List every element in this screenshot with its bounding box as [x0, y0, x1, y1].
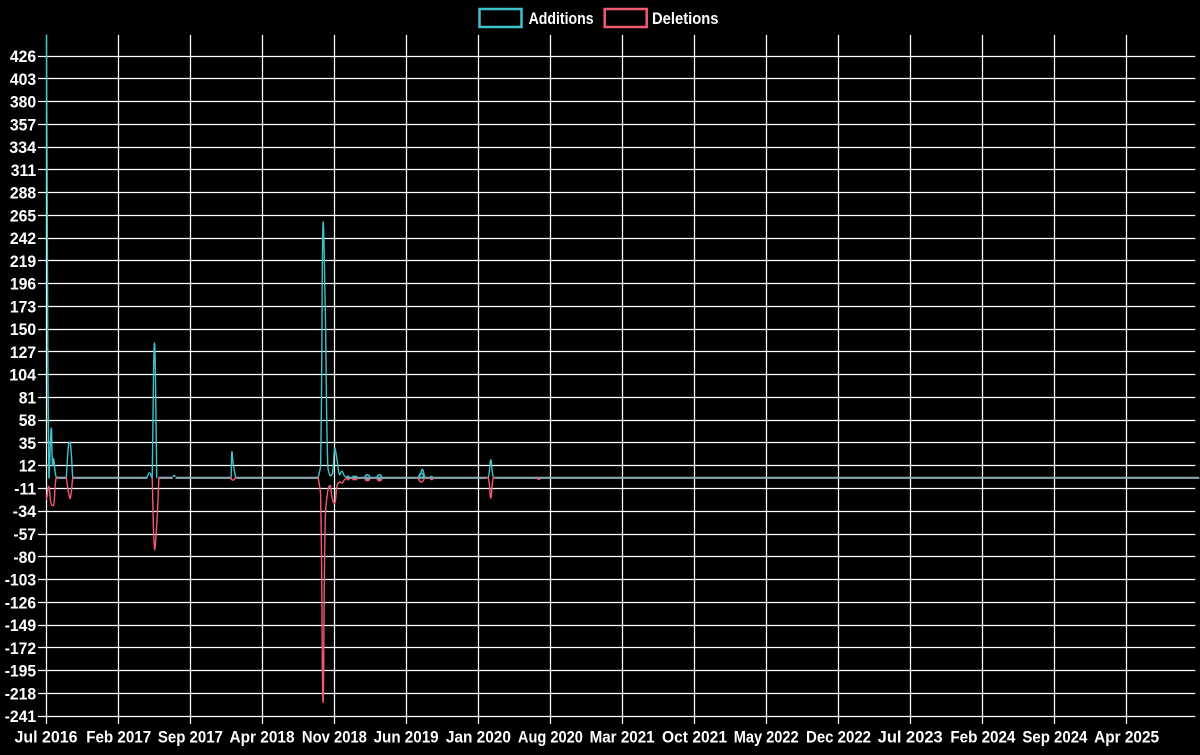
svg-text:81: 81	[19, 389, 37, 407]
svg-text:Feb 2024: Feb 2024	[950, 729, 1015, 747]
svg-text:-57: -57	[13, 526, 36, 544]
svg-text:403: 403	[10, 71, 36, 89]
svg-text:426: 426	[10, 48, 36, 66]
svg-text:-172: -172	[5, 640, 37, 658]
svg-text:58: 58	[19, 412, 37, 430]
svg-text:334: 334	[9, 139, 36, 157]
svg-text:Sep 2017: Sep 2017	[158, 729, 223, 747]
svg-text:-149: -149	[5, 617, 37, 635]
svg-text:Mar 2021: Mar 2021	[590, 729, 655, 747]
svg-text:219: 219	[10, 253, 36, 271]
svg-text:Sep 2024: Sep 2024	[1022, 729, 1087, 747]
svg-text:35: 35	[19, 435, 37, 453]
svg-text:Jul 2023: Jul 2023	[878, 729, 943, 747]
svg-text:Oct 2021: Oct 2021	[662, 729, 727, 747]
svg-text:-103: -103	[5, 572, 37, 590]
svg-text:Additions: Additions	[529, 10, 594, 28]
svg-text:Deletions: Deletions	[652, 10, 719, 28]
svg-text:-218: -218	[5, 685, 37, 703]
svg-text:242: 242	[10, 230, 36, 248]
svg-text:Feb 2017: Feb 2017	[86, 729, 151, 747]
svg-text:Jul 2016: Jul 2016	[15, 729, 78, 747]
svg-text:Aug 2020: Aug 2020	[518, 729, 583, 747]
svg-text:Apr 2018: Apr 2018	[230, 729, 295, 747]
svg-text:Apr 2025: Apr 2025	[1094, 729, 1159, 747]
svg-text:265: 265	[10, 207, 36, 225]
svg-text:-241: -241	[5, 708, 37, 726]
svg-text:288: 288	[10, 185, 36, 203]
svg-text:Nov 2018: Nov 2018	[302, 729, 367, 747]
svg-text:127: 127	[10, 344, 36, 362]
svg-text:311: 311	[11, 162, 36, 180]
svg-text:150: 150	[10, 321, 36, 339]
svg-text:104: 104	[9, 367, 36, 385]
svg-text:-126: -126	[5, 594, 37, 612]
svg-text:Jan 2020: Jan 2020	[446, 729, 511, 747]
svg-text:-195: -195	[5, 663, 37, 681]
svg-text:-34: -34	[13, 503, 37, 521]
svg-text:-11: -11	[14, 481, 36, 499]
svg-text:12: 12	[19, 458, 37, 476]
svg-text:-80: -80	[13, 549, 36, 567]
svg-text:357: 357	[10, 116, 36, 134]
svg-text:May 2022: May 2022	[734, 729, 799, 747]
svg-text:380: 380	[10, 94, 36, 112]
svg-text:173: 173	[10, 298, 36, 316]
svg-text:Dec 2022: Dec 2022	[806, 729, 871, 747]
svg-text:196: 196	[10, 276, 36, 294]
svg-text:Jun 2019: Jun 2019	[374, 729, 439, 747]
